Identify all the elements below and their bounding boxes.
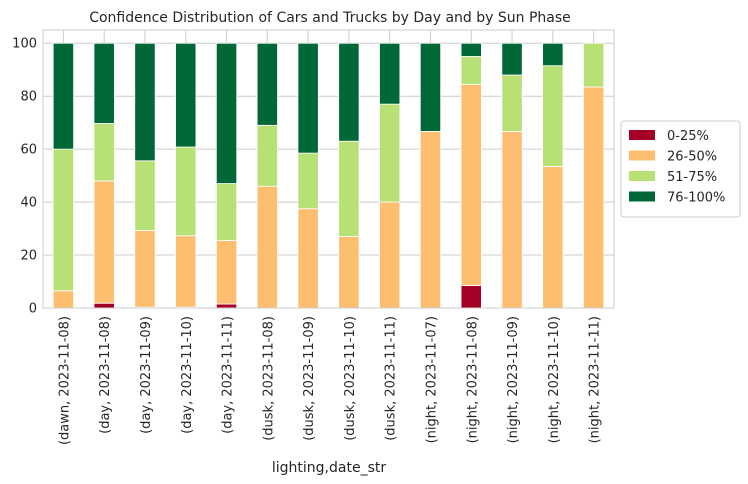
gridlines: [43, 30, 614, 309]
legend-swatch: [629, 150, 655, 161]
bar-segment-51-75%: [215, 183, 238, 241]
bar-segment-26-50%: [379, 201, 401, 309]
legend-swatch: [629, 191, 655, 202]
x-tick-label: (day, 2023-11-09): [139, 316, 154, 434]
bars: [52, 42, 605, 309]
x-tick-label: (dawn, 2023-11-08): [57, 316, 72, 445]
bar-segment-26-50%: [542, 165, 564, 309]
x-tick-label: (day, 2023-11-10): [180, 316, 195, 434]
bar-segment-0-25%: [460, 285, 482, 309]
x-tick-label: (night, 2023-11-11): [588, 316, 603, 443]
bar-segment-51-75%: [297, 152, 319, 210]
x-axis-label: lighting,date_str: [272, 460, 386, 476]
bar-segment-0-25%: [215, 303, 238, 309]
y-tick-labels: 0 20 40 60 80 100: [12, 37, 37, 317]
bar-segment-26-50%: [583, 86, 605, 309]
bar-segment-76-100%: [460, 42, 482, 57]
bar-segment-51-75%: [501, 74, 523, 132]
x-tick-label: (night, 2023-11-08): [465, 316, 480, 443]
bar-segment-26-50%: [338, 236, 360, 309]
bar-segment-76-100%: [379, 42, 401, 105]
bar-segment-26-50%: [93, 180, 115, 304]
y-tick-label: 40: [20, 196, 37, 211]
bar-segment-51-75%: [175, 146, 197, 237]
bar-segment-76-100%: [297, 42, 319, 154]
bar-segment-76-100%: [215, 42, 238, 184]
chart-title: Confidence Distribution of Cars and Truc…: [89, 10, 571, 26]
x-tick-label: (dusk, 2023-11-10): [343, 316, 358, 441]
bar-segment-26-50%: [419, 131, 442, 309]
y-tick-label: 100: [12, 37, 37, 52]
legend-label: 76-100%: [667, 191, 725, 206]
bar-segment-51-75%: [583, 42, 605, 88]
legend-swatch: [629, 130, 655, 140]
x-tick-label: (day, 2023-11-08): [98, 316, 113, 434]
x-tick-label: (dusk, 2023-11-08): [261, 316, 276, 441]
bar-segment-51-75%: [93, 123, 115, 182]
bar-segment-26-50%: [297, 208, 319, 309]
bar-segment-76-100%: [134, 42, 156, 162]
x-tick-labels: (dawn, 2023-11-08) (day, 2023-11-08) (day,…: [57, 316, 602, 445]
bar-segment-76-100%: [338, 42, 360, 142]
bar-segment-76-100%: [542, 42, 564, 67]
bar-segment-26-50%: [215, 240, 238, 305]
bar-segment-51-75%: [134, 160, 156, 231]
legend-swatch: [629, 171, 655, 181]
bar-segment-51-75%: [379, 103, 401, 203]
legend-label: 51-75%: [667, 170, 717, 185]
legend-label: 0-25%: [667, 129, 709, 144]
bar-segment-51-75%: [256, 124, 278, 187]
y-tick-label: 20: [20, 249, 37, 264]
bar-segment-51-75%: [52, 148, 74, 292]
bar-segment-26-50%: [134, 230, 156, 308]
bar-segment-26-50%: [460, 83, 482, 286]
legend-label: 26-50%: [667, 150, 717, 165]
x-tick-label: (night, 2023-11-07): [424, 316, 439, 443]
y-tick-label: 0: [29, 302, 37, 317]
bar-segment-26-50%: [52, 290, 74, 309]
y-tick-label: 60: [20, 143, 37, 158]
x-tick-label: (day, 2023-11-11): [221, 316, 236, 434]
bar-segment-0-25%: [93, 302, 115, 309]
bar-segment-76-100%: [256, 42, 278, 126]
legend: 0-25% 26-50% 51-75% 76-100%: [620, 120, 741, 218]
x-tick-label: (dusk, 2023-11-11): [384, 316, 399, 441]
x-tick-label: (dusk, 2023-11-09): [302, 316, 317, 441]
bar-segment-51-75%: [338, 140, 360, 237]
plot-frame: [42, 29, 615, 309]
bar-segment-26-50%: [175, 235, 197, 308]
bar-segment-76-100%: [419, 42, 442, 132]
bar-segment-76-100%: [501, 42, 523, 76]
x-tick-label: (night, 2023-11-09): [506, 316, 521, 443]
bar-segment-51-75%: [542, 65, 564, 167]
bar-segment-26-50%: [501, 131, 523, 309]
bar-segment-76-100%: [175, 42, 197, 148]
x-tick-label: (night, 2023-11-10): [547, 316, 562, 443]
bar-segment-51-75%: [460, 56, 482, 85]
bar-segment-76-100%: [93, 42, 115, 124]
y-tick-label: 80: [20, 90, 37, 105]
bar-segment-76-100%: [52, 42, 74, 150]
bar-segment-26-50%: [256, 185, 278, 309]
